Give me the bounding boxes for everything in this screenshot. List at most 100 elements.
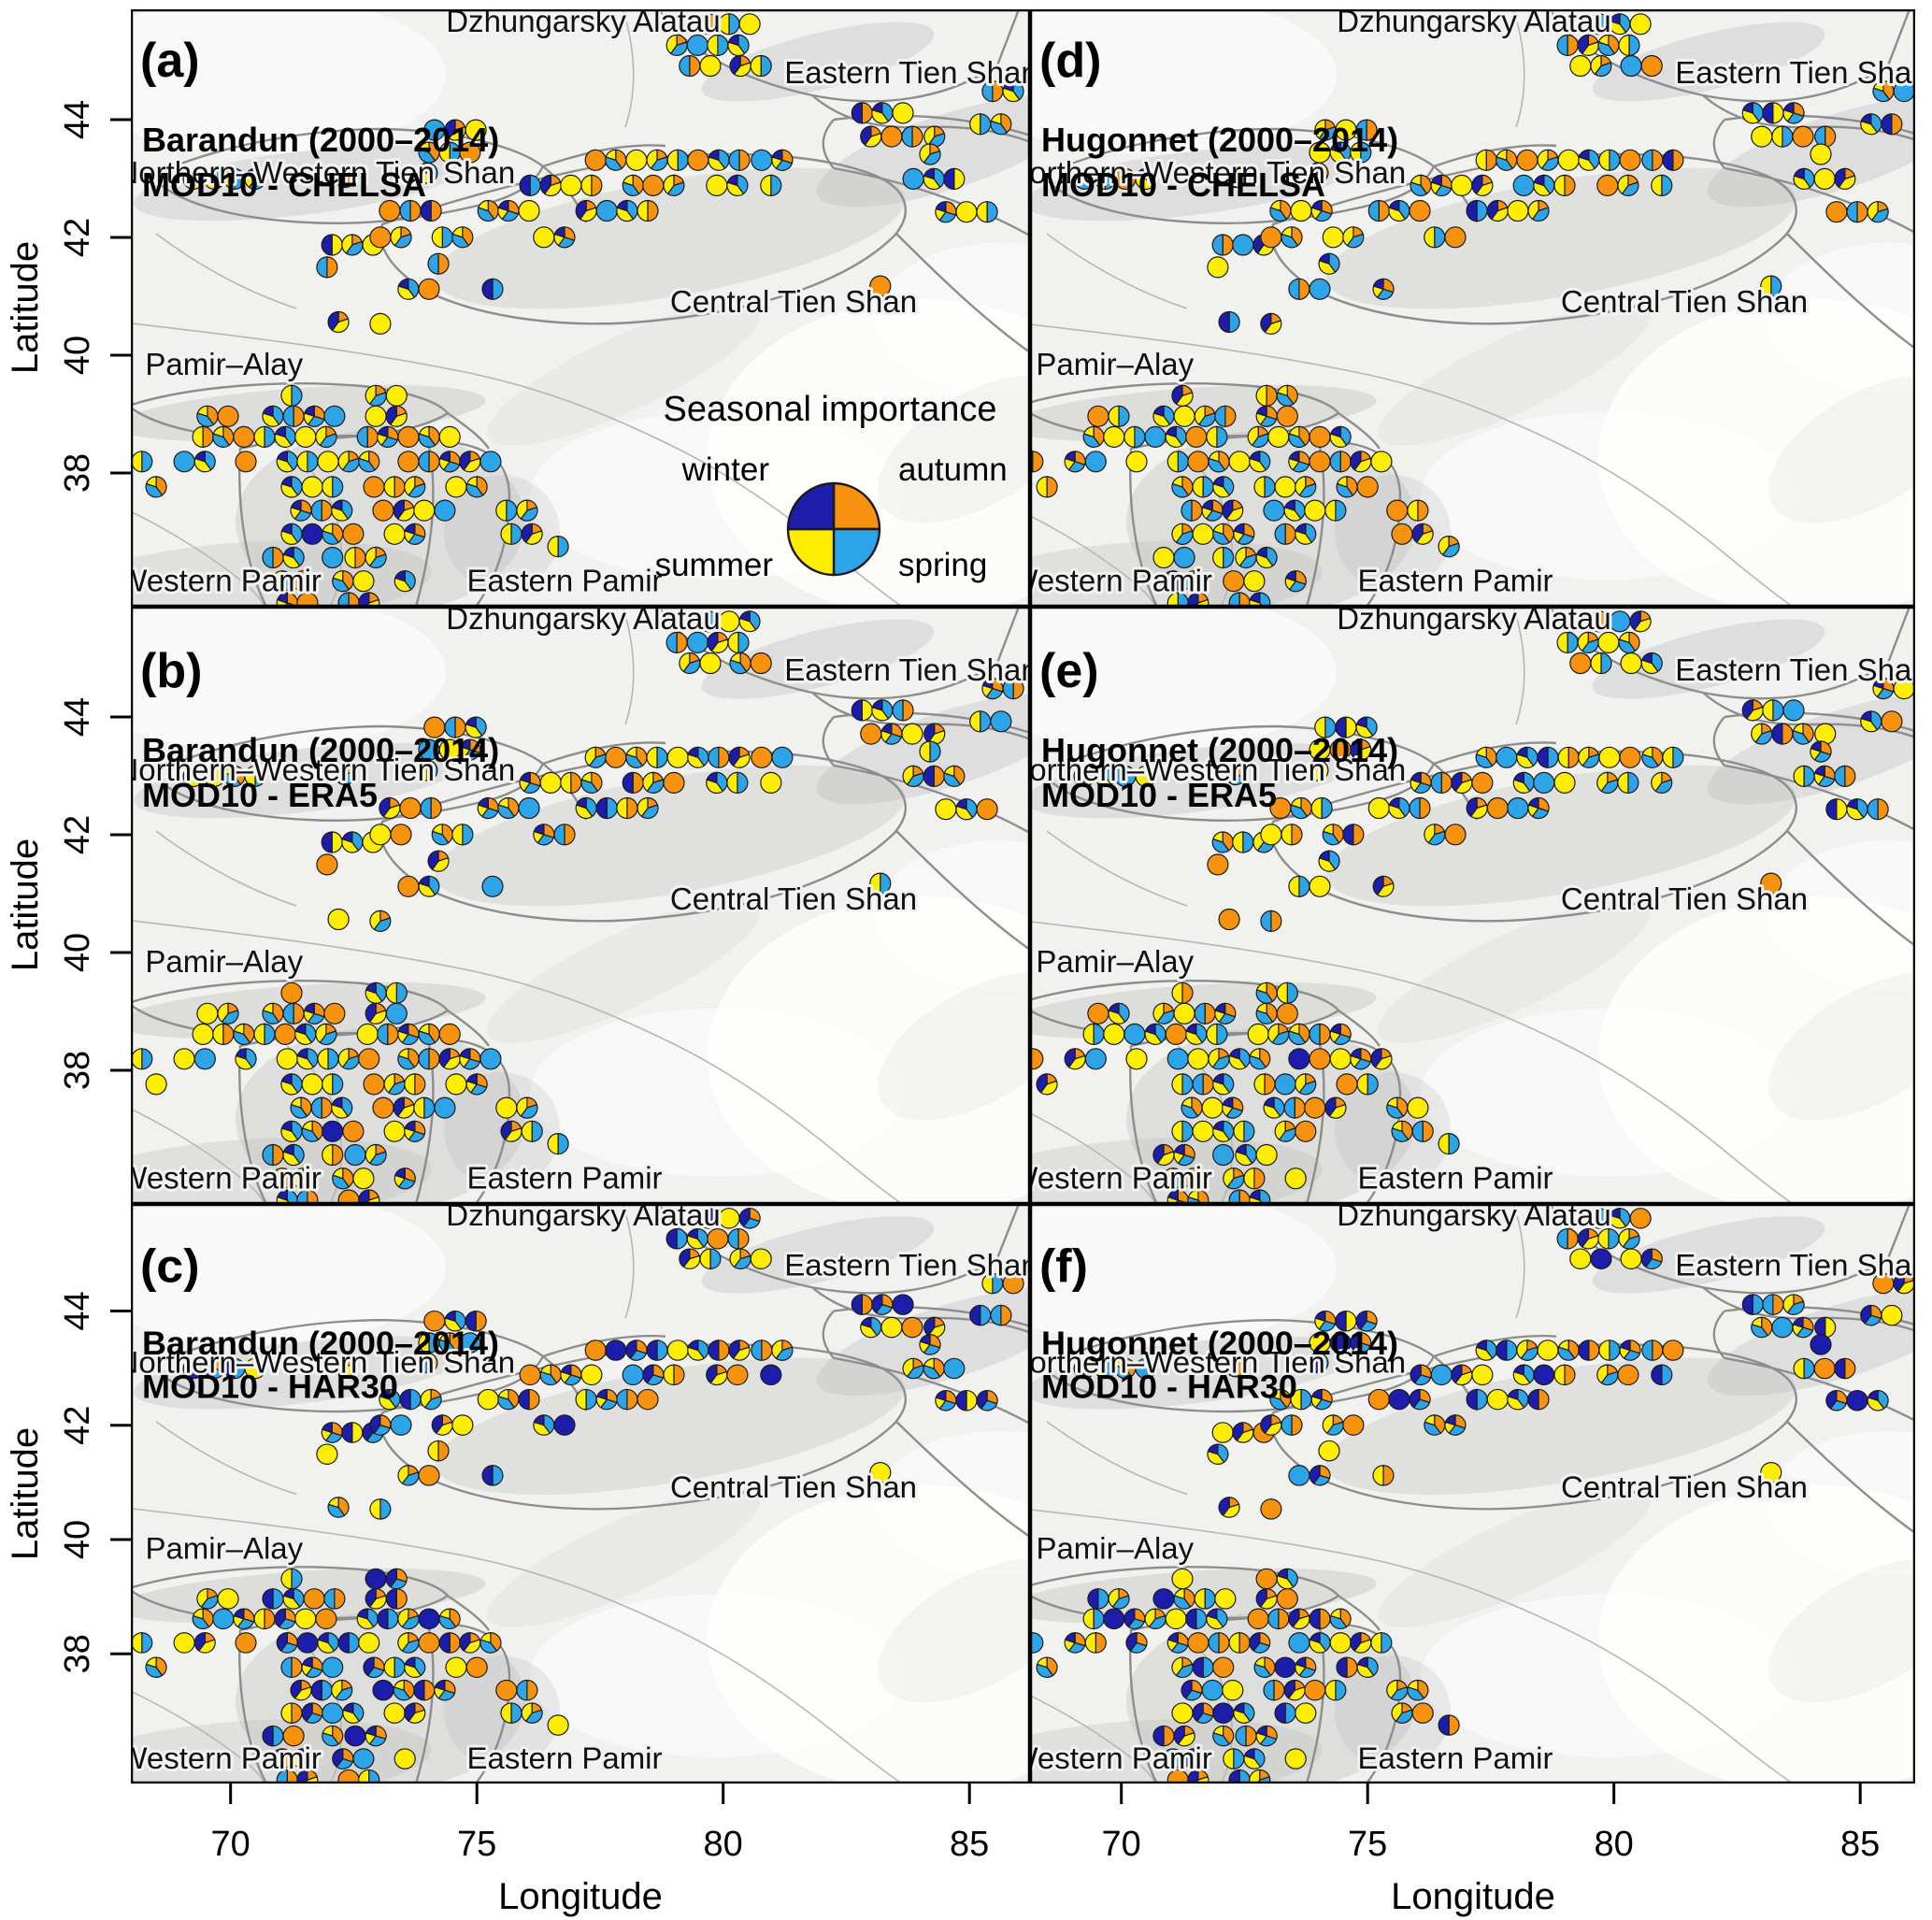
pie-marker [294, 425, 317, 448]
pie-marker [1165, 1608, 1187, 1630]
pie-marker [622, 771, 644, 794]
pie-marker [1813, 765, 1836, 788]
pie-marker [316, 853, 338, 876]
pie-marker [303, 405, 325, 427]
pie-marker [990, 1304, 1012, 1326]
pie-marker [1324, 1679, 1347, 1701]
pie-marker [1771, 125, 1794, 148]
pie-marker [1309, 1048, 1331, 1070]
pie-marker [1222, 1096, 1244, 1119]
country-border-line [131, 1108, 265, 1204]
pie-marker [1471, 771, 1494, 794]
pie-marker [1224, 763, 1247, 786]
y-axis-tick-label: 38 [58, 1051, 97, 1090]
pie-marker [539, 771, 562, 794]
pie-marker [1233, 1702, 1255, 1724]
pie-marker [1314, 716, 1337, 738]
pie-marker [935, 201, 957, 223]
pie-marker [1212, 1656, 1235, 1678]
pie-marker [358, 592, 380, 607]
panel-f: Dzhungarsky Alatau Eastern Tien Shan North… [1030, 1204, 1915, 1784]
x-axis-tick-label: 85 [1840, 1825, 1880, 1864]
pie-marker [687, 1340, 709, 1361]
pie-marker [969, 1304, 992, 1326]
region-label: Dzhungarsky Alatau [1337, 601, 1611, 636]
pie-marker [459, 1332, 481, 1354]
pie-marker [1598, 1340, 1621, 1361]
pie-marker [718, 610, 740, 633]
pie-marker [595, 199, 618, 222]
pie-marker [1438, 1714, 1460, 1736]
panel-a: Dzhungarsky Alatau Eastern Tien Shan North… [131, 9, 1030, 607]
pie-marker [1002, 79, 1024, 103]
pie-marker [323, 1002, 346, 1024]
pie-marker [1825, 1390, 1848, 1411]
pie-marker [1507, 199, 1529, 222]
pie-marker [1249, 1048, 1271, 1070]
region-label: Central Tien Shan [670, 284, 917, 319]
pie-marker [1073, 167, 1095, 190]
pie-marker [516, 1679, 538, 1701]
region-label: Eastern Tien Shan [1675, 652, 1929, 687]
pie-marker [663, 771, 685, 794]
pie-marker [294, 1608, 317, 1630]
pie-marker [413, 1096, 436, 1119]
pie-marker [1527, 199, 1550, 222]
y-axis-tick-label: 40 [58, 1520, 97, 1559]
region-label: Western Pamir [1009, 563, 1212, 597]
pie-marker [390, 824, 412, 846]
pie-marker [1617, 174, 1639, 196]
pie-marker [1274, 1073, 1296, 1096]
pie-marker [1260, 226, 1282, 249]
mountain-region-outline [1724, 1356, 1915, 1423]
pie-marker [1194, 405, 1216, 427]
pie-marker [334, 763, 356, 785]
pie-marker [497, 199, 520, 222]
pie-marker [217, 1588, 239, 1610]
pie-marker [1388, 199, 1410, 222]
pie-marker [1263, 1096, 1285, 1119]
pie-marker [637, 1388, 659, 1411]
pie-marker [708, 149, 730, 171]
pie-marker [1881, 113, 1903, 136]
pie-marker [282, 546, 305, 569]
pie-marker [687, 149, 709, 171]
pie-marker [1274, 476, 1296, 498]
pie-marker [1232, 1422, 1254, 1443]
pie-marker [479, 451, 502, 473]
pie-marker [1329, 425, 1352, 448]
pie-marker [331, 1679, 353, 1701]
pie-marker [1274, 523, 1296, 545]
pie-marker [1263, 499, 1285, 522]
region-label: Pamir–Alay [1036, 944, 1194, 979]
region-label: Central Tien Shan [1561, 1471, 1808, 1504]
country-border-line [1030, 1694, 1156, 1784]
pie-marker [1223, 1748, 1245, 1770]
pie-marker [880, 1316, 903, 1339]
pie-marker [365, 384, 387, 407]
pie-marker [1438, 1133, 1460, 1155]
pie-marker [1793, 1357, 1815, 1380]
y-axis-title: Latitude [5, 838, 46, 971]
pie-marker [223, 167, 246, 190]
panel-border [1030, 9, 1915, 607]
pie-marker [1553, 174, 1576, 196]
pie-marker [427, 1440, 450, 1462]
pie-marker [1355, 119, 1378, 141]
panel-border [131, 1204, 1030, 1784]
pie-marker [282, 1725, 305, 1747]
pie-marker [393, 1096, 415, 1119]
pie-marker [322, 1725, 344, 1747]
pie-marker [397, 278, 420, 300]
pie-marker [707, 34, 729, 56]
pie-marker [1318, 1440, 1340, 1462]
pie-marker [1356, 476, 1379, 498]
pie-marker [445, 476, 467, 498]
pie-marker [646, 1340, 668, 1361]
pie-marker [976, 201, 998, 223]
pie-marker [1171, 1702, 1194, 1724]
pie-marker [1304, 1096, 1326, 1119]
y-axis-tick-label: 38 [58, 1634, 97, 1673]
pie-marker [1103, 425, 1125, 448]
